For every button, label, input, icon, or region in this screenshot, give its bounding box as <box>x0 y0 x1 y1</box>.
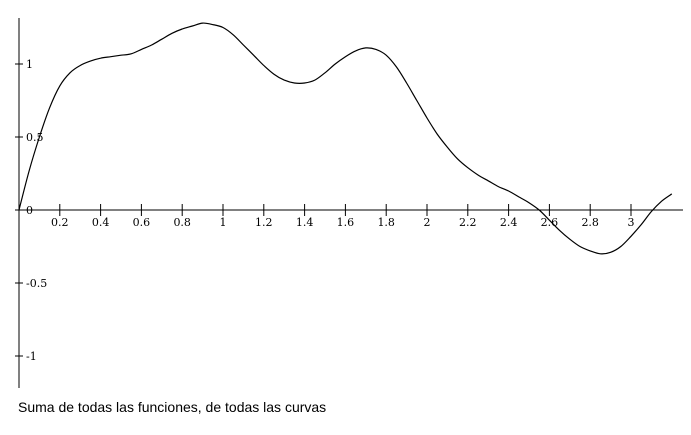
x-tick-label: 3 <box>628 216 635 229</box>
x-tick-label: 1.4 <box>296 216 314 229</box>
y-tick-label: 0 <box>26 204 33 217</box>
x-tick-label: 1.6 <box>337 216 355 229</box>
line-chart: 0.2 0.4 0.6 0.8 1 1.2 1.4 1.6 1.8 2 2.2 2.4 2.6 2.8 3 -… <box>15 18 683 388</box>
figure-caption: Suma de todas las funciones, de todas la… <box>18 399 327 415</box>
x-tick-label: 2.8 <box>581 216 599 229</box>
x-tick-label: 1 <box>220 216 227 229</box>
x-tick-label: 2 <box>424 216 431 229</box>
x-tick-label: 0.4 <box>92 216 110 229</box>
x-tick-label: 2.4 <box>500 216 518 229</box>
x-tick-label: 1.2 <box>255 216 273 229</box>
y-tick-label: -0.5 <box>26 277 47 290</box>
x-tick-label: 0.2 <box>51 216 69 229</box>
y-tick-label: -1 <box>26 350 37 363</box>
series-line <box>18 22 673 255</box>
x-tick-label: 2.2 <box>459 216 477 229</box>
x-tick-label: 0.6 <box>133 216 151 229</box>
x-tick-label: 2.6 <box>541 216 559 229</box>
axis-ticks: 0.2 0.4 0.6 0.8 1 1.2 1.4 1.6 1.8 2 2.2 2.4 2.6 2.8 3 -… <box>15 58 635 363</box>
series-lines <box>18 22 673 255</box>
y-tick-label: 1 <box>26 58 33 71</box>
y-tick-label: 0.5 <box>26 131 44 144</box>
x-tick-label: 0.8 <box>173 216 191 229</box>
x-tick-label: 1.8 <box>377 216 395 229</box>
